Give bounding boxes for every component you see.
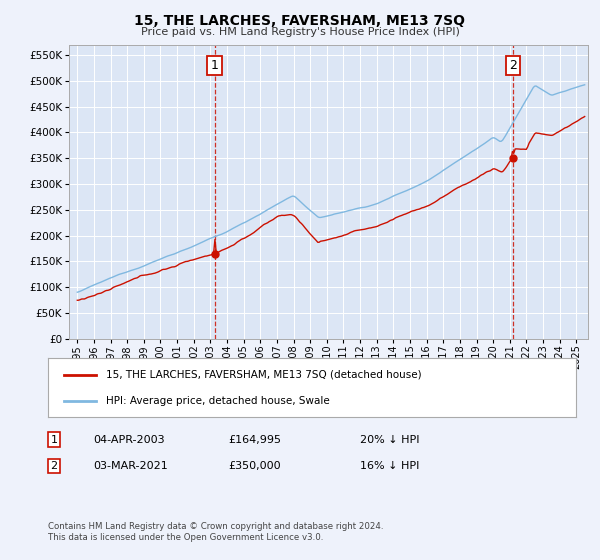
Text: HPI: Average price, detached house, Swale: HPI: Average price, detached house, Swal… [106,396,330,406]
Text: 04-APR-2003: 04-APR-2003 [93,435,164,445]
Text: 15, THE LARCHES, FAVERSHAM, ME13 7SQ (detached house): 15, THE LARCHES, FAVERSHAM, ME13 7SQ (de… [106,370,422,380]
Text: 1: 1 [211,59,218,72]
Text: Price paid vs. HM Land Registry's House Price Index (HPI): Price paid vs. HM Land Registry's House … [140,27,460,37]
Text: 15, THE LARCHES, FAVERSHAM, ME13 7SQ: 15, THE LARCHES, FAVERSHAM, ME13 7SQ [134,14,466,28]
Text: Contains HM Land Registry data © Crown copyright and database right 2024.: Contains HM Land Registry data © Crown c… [48,522,383,531]
Text: 1: 1 [50,435,58,445]
Text: £164,995: £164,995 [228,435,281,445]
Text: £350,000: £350,000 [228,461,281,471]
Text: 03-MAR-2021: 03-MAR-2021 [93,461,168,471]
Text: 16% ↓ HPI: 16% ↓ HPI [360,461,419,471]
Text: 2: 2 [509,59,517,72]
Text: 20% ↓ HPI: 20% ↓ HPI [360,435,419,445]
Text: 2: 2 [50,461,58,471]
Text: This data is licensed under the Open Government Licence v3.0.: This data is licensed under the Open Gov… [48,533,323,542]
